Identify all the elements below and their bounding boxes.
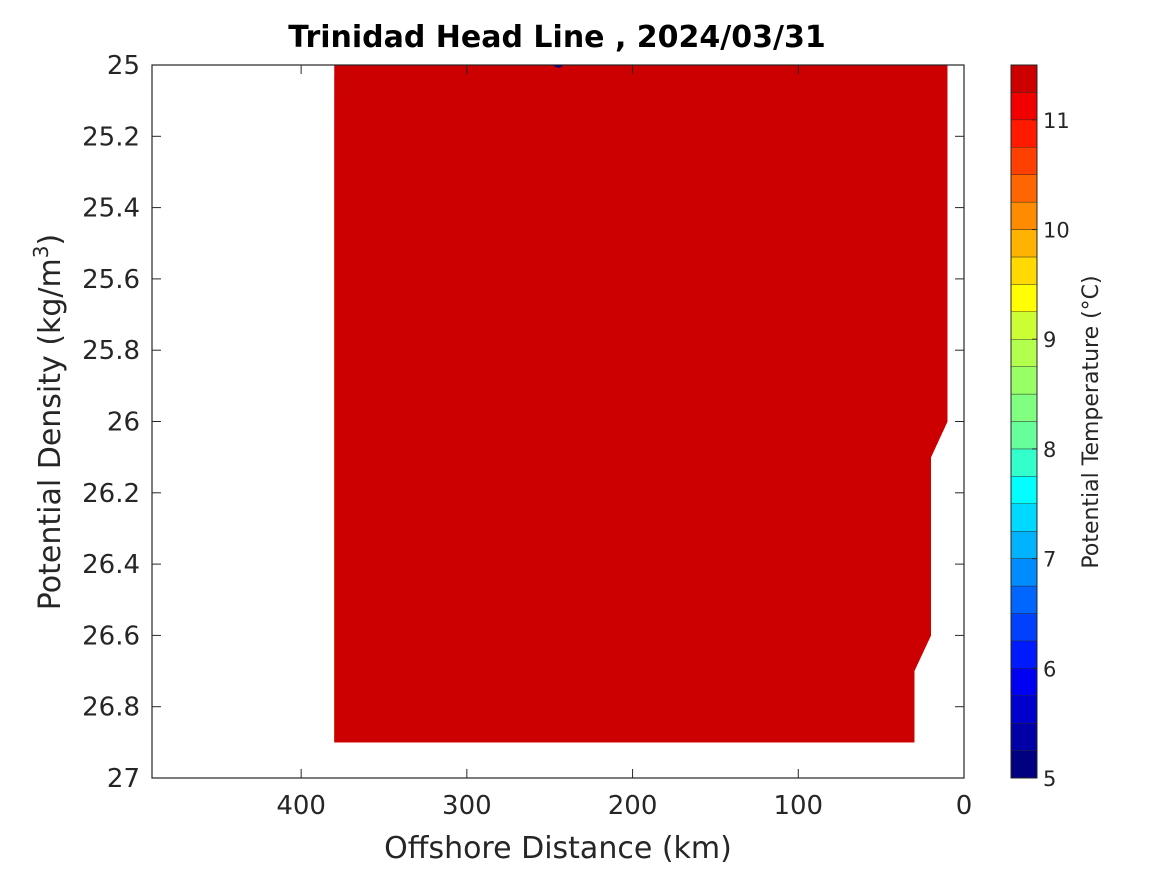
x-tick-label: 200 xyxy=(608,791,658,821)
colorbar-level-block xyxy=(1010,366,1038,395)
colorbar-level-block xyxy=(1010,722,1038,751)
colorbar-level-block xyxy=(1010,640,1038,669)
colorbar-level-block xyxy=(1010,92,1038,121)
colorbar-tick-label: 8 xyxy=(1043,438,1056,462)
colorbar-level-block xyxy=(1010,476,1038,504)
colorbar-level-block xyxy=(1010,284,1038,313)
y-tick-label: 26.2 xyxy=(82,479,140,509)
colorbar-level-block xyxy=(1010,119,1038,148)
y-tick-label: 26.8 xyxy=(82,693,140,723)
colorbar-level-block xyxy=(1010,503,1038,532)
colorbar-tick-label: 5 xyxy=(1043,767,1056,791)
x-axis: 400 300 200 100 0 xyxy=(276,65,972,821)
colorbar-tick-label: 9 xyxy=(1043,328,1056,352)
y-tick-label: 25.2 xyxy=(82,122,140,152)
temperature-band xyxy=(334,65,948,743)
y-axis-label-end: ) xyxy=(33,234,68,246)
colorbar-label: Potential Temperature (°C) xyxy=(1079,275,1104,568)
colorbar-tick-label: 7 xyxy=(1043,548,1056,572)
y-tick-label: 26.6 xyxy=(82,621,140,651)
colorbar-frame xyxy=(1010,64,1038,779)
colorbar-level-block xyxy=(1010,64,1038,93)
x-axis-label: Offshore Distance (km) xyxy=(384,831,732,866)
colorbar-level-block xyxy=(1010,530,1038,559)
x-tick-label: 0 xyxy=(956,791,973,821)
colorbar-level-block xyxy=(1010,448,1038,477)
temperature-field xyxy=(334,65,948,743)
colorbar-level-block xyxy=(1010,695,1038,724)
colorbar-level-block xyxy=(1010,585,1038,614)
colorbar-level-block xyxy=(1010,311,1038,340)
colorbar-level-block xyxy=(1010,174,1038,203)
y-axis: 25 25.2 25.4 25.6 25.8 26 26.2 26.4 26.6 26.8 27 xyxy=(82,51,964,794)
colorbar-level-block xyxy=(1010,201,1038,230)
colorbar-level-block xyxy=(1010,668,1038,696)
x-tick-label: 400 xyxy=(276,791,326,821)
colorbar: 5 6 7 8 9 10 11 xyxy=(1010,64,1070,791)
y-axis-label-main: Potential Density (kg/m xyxy=(33,258,68,610)
plot-area: 400 300 200 100 0 25 25.2 25.4 25.6 25.8 26 26.2 26… xyxy=(82,51,972,821)
colorbar-level-block xyxy=(1010,229,1038,258)
colorbar-tick-label: 6 xyxy=(1043,657,1056,681)
y-tick-label: 25 xyxy=(107,51,140,81)
colorbar-level-block xyxy=(1010,256,1038,285)
colorbar-level-block xyxy=(1010,147,1038,175)
x-tick-label: 300 xyxy=(442,791,492,821)
y-tick-label: 25.6 xyxy=(82,265,140,295)
colorbar-level-block xyxy=(1010,339,1038,367)
y-axis-label: Potential Density (kg/m3) xyxy=(29,234,68,610)
y-tick-label: 25.8 xyxy=(82,336,140,366)
chart-title: Trinidad Head Line , 2024/03/31 xyxy=(288,20,825,55)
colorbar-level-block xyxy=(1010,393,1038,422)
colorbar-level-block xyxy=(1010,613,1038,642)
colorbar-level-block xyxy=(1010,421,1038,450)
y-tick-label: 27 xyxy=(107,764,140,794)
colorbar-blocks xyxy=(1010,64,1038,779)
y-tick-label: 26.4 xyxy=(82,550,140,580)
y-tick-label: 25.4 xyxy=(82,194,140,224)
colorbar-tick-label: 11 xyxy=(1043,109,1070,133)
colorbar-ticks: 5 6 7 8 9 10 11 xyxy=(1032,109,1070,791)
colorbar-level-block xyxy=(1010,750,1038,779)
colorbar-tick-label: 10 xyxy=(1043,219,1070,243)
y-axis-label-superscript: 3 xyxy=(29,245,53,258)
y-tick-label: 26 xyxy=(107,408,140,438)
colorbar-level-block xyxy=(1010,558,1038,587)
x-tick-label: 100 xyxy=(773,791,823,821)
